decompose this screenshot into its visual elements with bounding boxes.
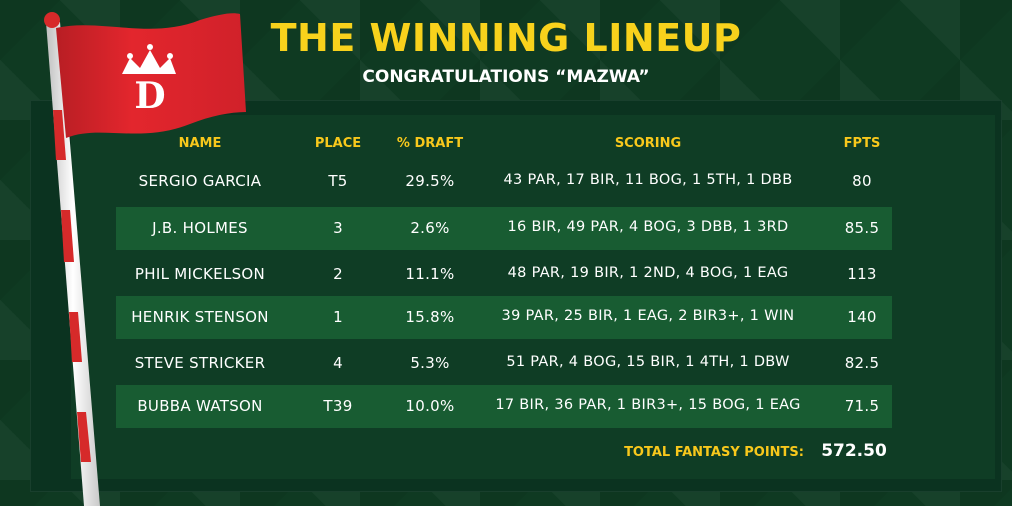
player-scoring: 39 PAR, 25 BIR, 1 EAG, 2 BIR3+, 1 WIN <box>501 308 795 324</box>
player-fpts: 82.5 <box>844 354 880 372</box>
player-scoring: 48 PAR, 19 BIR, 1 2ND, 4 BOG, 1 EAG <box>507 265 789 281</box>
draftkings-crown-logo: D <box>122 44 176 117</box>
table-row: SERGIO GARCIA T5 29.5% 43 PAR, 17 BIR, 1… <box>116 160 892 203</box>
golf-flag-icon: D <box>44 12 246 506</box>
player-scoring: 43 PAR, 17 BIR, 11 BOG, 1 5TH, 1 DBB <box>503 172 793 188</box>
player-scoring: 16 BIR, 49 PAR, 4 BOG, 3 DBB, 1 3RD <box>507 219 789 235</box>
header: THE WINNING LINEUP CONGRATULATIONS “MAZW… <box>0 14 1012 88</box>
player-draft-pct: 2.6% <box>410 219 450 237</box>
player-fpts: 140 <box>847 308 877 326</box>
player-fpts: 71.5 <box>844 397 880 415</box>
column-header-fpts: FPTS <box>843 136 881 151</box>
golf-flag: D <box>0 0 260 506</box>
player-draft-pct: 5.3% <box>410 354 450 372</box>
column-header-name: NAME <box>178 136 222 151</box>
player-name: HENRIK STENSON <box>131 308 269 326</box>
page-title: THE WINNING LINEUP <box>270 16 742 60</box>
player-fpts: 80 <box>852 172 872 190</box>
player-name: SERGIO GARCIA <box>138 172 262 190</box>
player-draft-pct: 10.0% <box>405 397 455 415</box>
page-subtitle: CONGRATULATIONS “MAZWA” <box>362 67 650 87</box>
table-row: J.B. HOLMES 3 2.6% 16 BIR, 49 PAR, 4 BOG… <box>116 207 892 250</box>
player-place: 2 <box>333 265 343 283</box>
player-scoring: 17 BIR, 36 PAR, 1 BIR3+, 15 BOG, 1 EAG <box>495 397 801 413</box>
player-place: 1 <box>333 308 343 326</box>
player-name: STEVE STRICKER <box>134 354 266 372</box>
table-row: BUBBA WATSON T39 10.0% 17 BIR, 36 PAR, 1… <box>116 385 892 428</box>
table-row: PHIL MICKELSON 2 11.1% 48 PAR, 19 BIR, 1… <box>116 253 892 296</box>
player-fpts: 113 <box>847 265 877 283</box>
player-place: 4 <box>333 354 343 372</box>
player-place: 3 <box>333 219 343 237</box>
column-header-draft: % DRAFT <box>396 136 464 151</box>
player-place: T39 <box>323 397 353 415</box>
player-name: PHIL MICKELSON <box>134 265 266 283</box>
player-name: BUBBA WATSON <box>137 397 263 415</box>
player-place: T5 <box>328 172 348 190</box>
player-draft-pct: 29.5% <box>405 172 455 190</box>
player-name: J.B. HOLMES <box>152 219 248 237</box>
logo-letter: D <box>134 75 165 117</box>
table-row: STEVE STRICKER 4 5.3% 51 PAR, 4 BOG, 15 … <box>116 342 892 385</box>
player-draft-pct: 15.8% <box>405 308 455 326</box>
column-header-place: PLACE <box>314 136 362 151</box>
total-points-label: TOTAL FANTASY POINTS: <box>624 445 804 460</box>
player-scoring: 51 PAR, 4 BOG, 15 BIR, 1 4TH, 1 DBW <box>506 354 790 370</box>
player-draft-pct: 11.1% <box>405 265 455 283</box>
table-header: NAME PLACE % DRAFT SCORING FPTS <box>0 136 1012 156</box>
player-fpts: 85.5 <box>844 219 880 237</box>
column-header-scoring: SCORING <box>614 136 682 151</box>
total-points-value: 572.50 <box>821 441 887 461</box>
table-row: HENRIK STENSON 1 15.8% 39 PAR, 25 BIR, 1… <box>116 296 892 339</box>
